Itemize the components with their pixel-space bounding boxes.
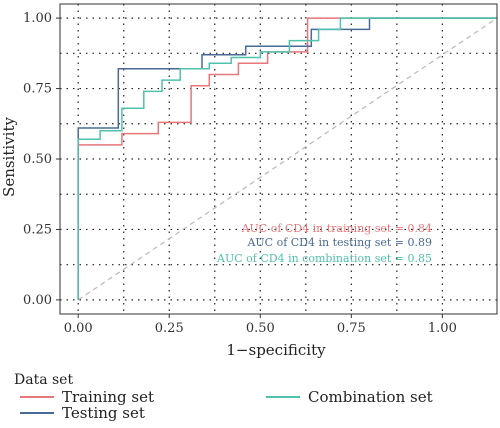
auc-annotation: AUC of CD4 in training set = 0.84 — [241, 222, 432, 235]
x-tick-label: 0.25 — [155, 321, 184, 336]
x-tick-label: 0.50 — [246, 321, 275, 336]
legend-label: Testing set — [62, 404, 145, 422]
y-tick-label: 0.75 — [23, 82, 52, 97]
legend-label: Combination set — [308, 388, 433, 406]
legend-title: Data set — [14, 372, 73, 388]
y-tick-label: 1.00 — [23, 11, 52, 26]
grid — [60, 4, 497, 314]
y-tick-label: 0.50 — [23, 152, 52, 167]
y-axis-title: Sensitivity — [0, 117, 18, 197]
y-tick-label: 0.25 — [23, 222, 52, 237]
reference-diagonal-line — [77, 17, 498, 301]
y-tick-label: 0.00 — [23, 293, 52, 308]
y-axis-ticks: 0.00 0.25 0.50 0.75 1.00 — [23, 11, 60, 308]
auc-annotation: AUC of CD4 in combination set = 0.85 — [216, 252, 432, 265]
series-lines — [77, 17, 497, 300]
x-tick-label: 0.75 — [337, 321, 366, 336]
auc-annotation: AUC of CD4 in testing set = 0.89 — [246, 236, 432, 249]
x-axis-ticks: 0.00 0.25 0.50 0.75 1.00 — [64, 314, 457, 336]
legend-label: Training set — [62, 388, 154, 406]
x-tick-label: 0.00 — [64, 321, 93, 336]
x-axis-title: 1−specificity — [226, 341, 326, 359]
roc-line-testing-set — [77, 17, 497, 300]
roc-line-combination-set — [77, 17, 497, 300]
x-tick-label: 1.00 — [428, 321, 457, 336]
